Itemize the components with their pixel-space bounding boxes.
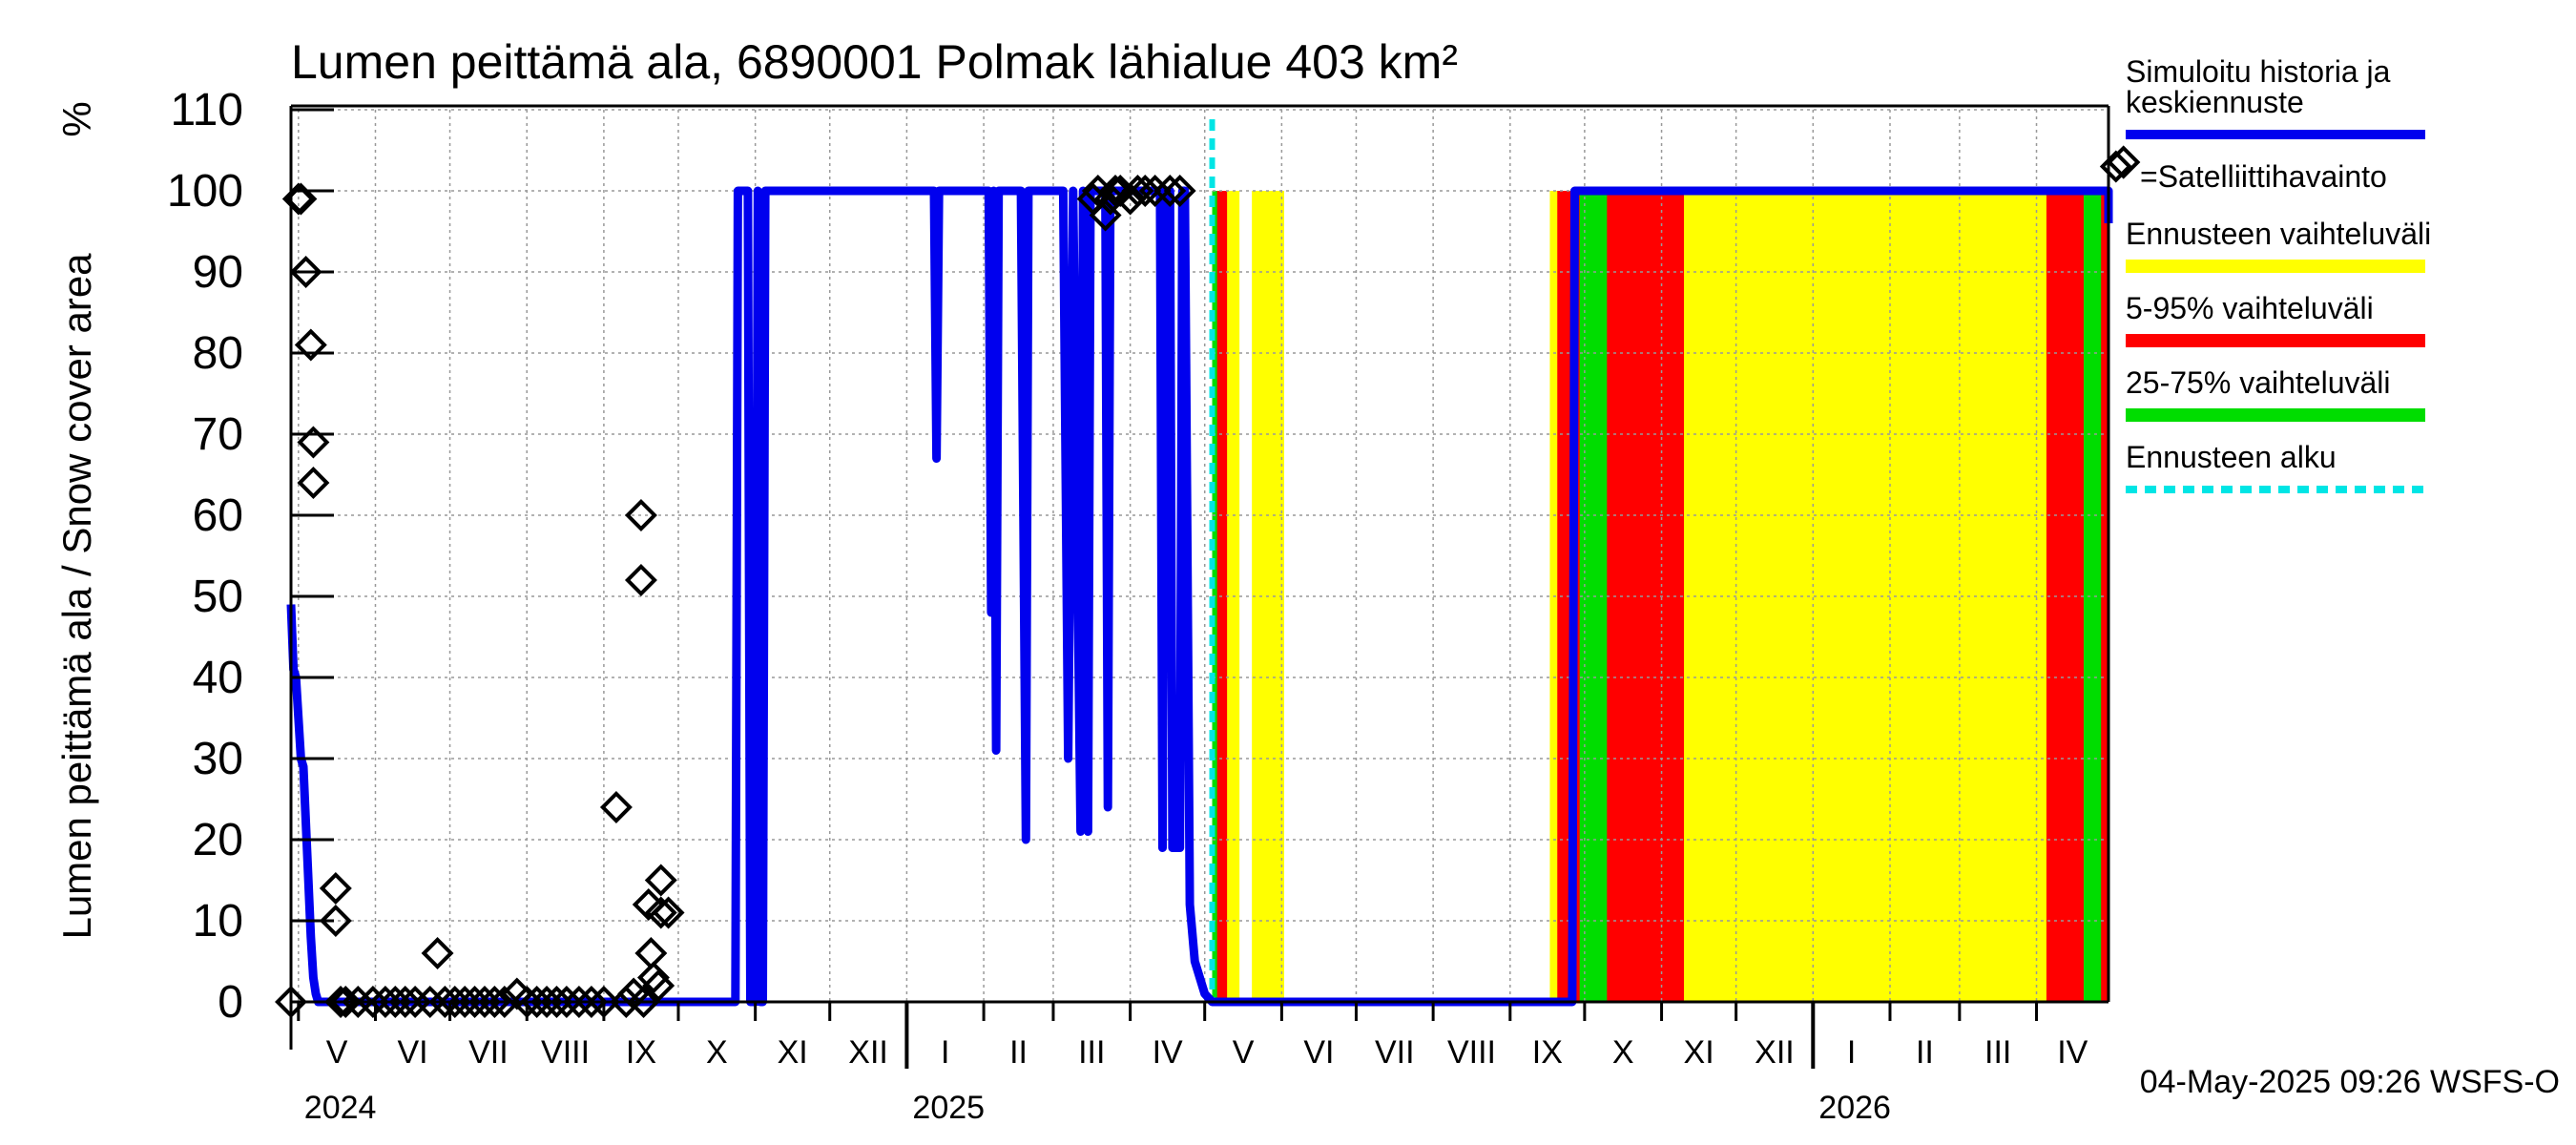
y-axis-label: Lumen peittämä ala / Snow cover area (54, 253, 99, 940)
x-tick-label-19: XII (1755, 1034, 1795, 1071)
satellite-point-59 (1163, 175, 1196, 207)
satellite-point-39 (624, 564, 657, 596)
footer-timestamp: 04-May-2025 09:26 WSFS-O (2140, 1064, 2560, 1100)
satellite-point-55 (1121, 175, 1154, 207)
legend-p5-95-label: 5-95% vaihteluväli (2126, 291, 2374, 325)
x-tick-label-15: VIII (1447, 1034, 1496, 1071)
band-2-segment-2 (2083, 191, 2102, 1002)
satellite-point-22 (458, 986, 491, 1018)
satellite-point-49 (1081, 175, 1114, 207)
satellite-point-6 (297, 467, 330, 499)
y-tick-label-11: 110 (170, 85, 243, 135)
satellite-point-45 (644, 864, 677, 897)
legend-p25-75-label: 25-75% vaihteluväli (2126, 365, 2391, 400)
satellite-point-38 (624, 499, 657, 531)
x-tick-label-20: I (1847, 1034, 1856, 1071)
x-tick-label-5: X (706, 1034, 728, 1071)
x-tick-label-7: XII (848, 1034, 888, 1071)
legend-range-label: Ennusteen vaihteluväli (2126, 217, 2431, 251)
y-tick-label-7: 70 (193, 409, 243, 460)
x-tick-label-3: VIII (541, 1034, 590, 1071)
satellite-point-23 (468, 986, 501, 1018)
satellite-point-15 (388, 986, 422, 1018)
satellite-point-14 (379, 986, 412, 1018)
y-tick-label-6: 60 (193, 490, 243, 541)
satellite-point-9 (324, 986, 358, 1018)
chart-title: Lumen peittämä ala, 6890001 Polmak lähia… (291, 35, 1458, 89)
x-tick-label-11: IV (1153, 1034, 1183, 1071)
y-axis-unit: % (54, 101, 99, 136)
satellite-point-27 (510, 986, 544, 1018)
satellite-point-8 (319, 905, 352, 937)
satellite-point-24 (478, 986, 511, 1018)
x-tick-label-8: I (941, 1034, 949, 1071)
x-tick-label-22: III (1984, 1034, 2011, 1071)
satellite-point-53 (1104, 175, 1137, 207)
satellite-point-19 (428, 986, 462, 1018)
legend-forecast-start-label: Ennusteen alku (2126, 440, 2337, 474)
x-tick-label-0: V (326, 1034, 348, 1071)
x-tick-label-1: VI (397, 1034, 427, 1071)
satellite-point-44 (642, 969, 675, 1002)
y-tick-labels: 0 10 20 30 40 50 60 70 80 90 100 110 (167, 85, 243, 1028)
x-tick-label-2: VII (468, 1034, 509, 1071)
x-tick-label-12: V (1233, 1034, 1255, 1071)
y-tick-label-2: 20 (193, 815, 243, 865)
satellite-point-35 (599, 791, 633, 823)
series-line-history (286, 186, 2113, 1007)
year-label-0: 2024 (304, 1090, 377, 1126)
x-tick-labels: V VI VII VIII IX X XI XII I II III IV V VI VII VIII IX X X… (304, 1034, 2088, 1126)
satellite-point-30 (540, 986, 573, 1018)
satellite-point-3 (289, 256, 322, 288)
y-tick-label-9: 90 (193, 247, 243, 298)
satellite-point-21 (448, 986, 482, 1018)
legend-satellite-marker (2107, 145, 2141, 179)
band-2-segment-1 (1579, 191, 1608, 1002)
x-tick-label-17: X (1612, 1034, 1634, 1071)
legend-history-label-1: Simuloitu historia ja (2126, 54, 2391, 89)
y-tick-label-1: 10 (193, 896, 243, 947)
year-label-1: 2025 (912, 1090, 985, 1126)
y-tick-label-8: 80 (193, 328, 243, 379)
y-tick-label-3: 30 (193, 734, 243, 784)
satellite-points (275, 150, 2132, 1018)
satellite-point-52 (1099, 175, 1132, 207)
satellite-point-42 (634, 937, 668, 969)
x-tick-label-13: VI (1303, 1034, 1334, 1071)
satellite-point-28 (520, 986, 553, 1018)
satellite-point-58 (1153, 175, 1187, 207)
x-tick-label-14: VII (1375, 1034, 1415, 1071)
x-tick-label-9: II (1009, 1034, 1028, 1071)
satellite-point-34 (587, 986, 620, 1018)
x-tick-label-23: IV (2057, 1034, 2088, 1071)
satellite-point-46 (644, 896, 677, 929)
satellite-point-7 (319, 872, 352, 905)
satellite-point-13 (368, 986, 402, 1018)
y-tick-label-0: 0 (218, 977, 243, 1028)
satellite-point-47 (652, 896, 685, 929)
y-tick-label-10: 100 (167, 166, 243, 217)
satellite-point-25 (488, 986, 521, 1018)
x-tick-label-18: XI (1684, 1034, 1714, 1071)
satellite-point-20 (438, 986, 471, 1018)
legend: Simuloitu historia ja keskiennuste =Sate… (2107, 54, 2431, 493)
satellite-point-29 (530, 986, 564, 1018)
x-tick-label-4: IX (626, 1034, 656, 1071)
x-tick-label-21: II (1916, 1034, 1934, 1071)
x-tick-label-16: IX (1532, 1034, 1563, 1071)
legend-history-label-2: keskiennuste (2126, 85, 2304, 119)
y-tick-label-4: 40 (193, 653, 243, 703)
y-tick-label-5: 50 (193, 572, 243, 622)
satellite-point-18 (421, 937, 454, 969)
x-tick-label-6: XI (778, 1034, 808, 1071)
axes (289, 104, 2110, 1069)
x-tick-label-10: III (1078, 1034, 1105, 1071)
year-label-2: 2026 (1818, 1090, 1891, 1126)
legend-satellite-label: =Satelliittihavainto (2140, 159, 2387, 194)
satellite-point-56 (1129, 175, 1162, 207)
satellite-point-40 (627, 986, 660, 1018)
